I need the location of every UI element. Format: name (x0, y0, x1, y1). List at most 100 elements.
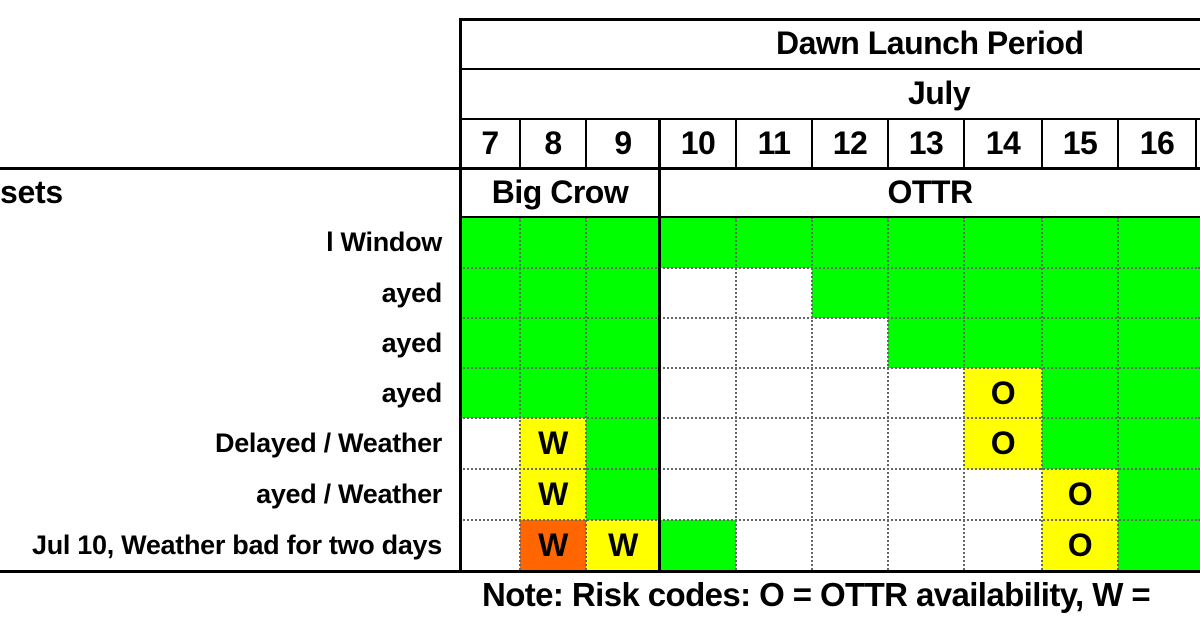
grid-line-vertical (585, 217, 587, 570)
scenario-label: l Window (326, 227, 442, 257)
risk-cell (520, 217, 586, 268)
day-header: 13 (908, 124, 944, 161)
risk-cell (520, 268, 586, 318)
risk-cell: O (964, 368, 1042, 418)
risk-cell (964, 469, 1042, 520)
risk-cell (660, 418, 736, 469)
risk-cell (520, 318, 586, 368)
risk-cell (1118, 318, 1200, 368)
risk-cell (812, 520, 888, 570)
risk-cell (660, 268, 736, 318)
grid-line-horizontal (460, 317, 1200, 319)
grid-line-horizontal (460, 468, 1200, 470)
risk-cell (586, 368, 660, 418)
risk-cell (660, 368, 736, 418)
risk-cell (460, 217, 520, 268)
border-line (585, 118, 587, 168)
grid-line-vertical (811, 217, 813, 570)
risk-cell: W (520, 520, 586, 570)
border-line (0, 570, 1200, 573)
border-line (811, 118, 813, 168)
risk-cell (1042, 268, 1118, 318)
risk-cell (736, 217, 812, 268)
risk-cell (520, 368, 586, 418)
day-header: 10 (680, 124, 716, 161)
risk-cell (460, 318, 520, 368)
grid-line-vertical (519, 217, 521, 570)
border-line (460, 68, 1200, 70)
border-line (963, 118, 965, 168)
risk-cell (586, 217, 660, 268)
risk-cell (460, 368, 520, 418)
period-title: Dawn Launch Period (776, 24, 1084, 61)
risk-cell (964, 217, 1042, 268)
grid-line-horizontal (460, 267, 1200, 269)
grid-line-vertical (1117, 217, 1119, 570)
risk-cell (812, 368, 888, 418)
border-line (735, 118, 737, 168)
risk-cell (1042, 418, 1118, 469)
risk-cell (812, 217, 888, 268)
risk-cell (460, 520, 520, 570)
risk-cell (1118, 418, 1200, 469)
risk-cell (964, 520, 1042, 570)
risk-cell (1042, 318, 1118, 368)
risk-cell: O (964, 418, 1042, 469)
risk-cell (888, 520, 964, 570)
risk-cell (736, 368, 812, 418)
month-label: July (908, 74, 971, 111)
risk-cell (660, 318, 736, 368)
grid-line-vertical (887, 217, 889, 570)
scenario-label: ayed (381, 377, 443, 408)
risk-cell (1118, 520, 1200, 570)
border-line (887, 118, 889, 168)
risk-cell (1118, 368, 1200, 418)
grid-line-vertical (735, 217, 737, 570)
risk-cell (660, 469, 736, 520)
risk-cell (888, 418, 964, 469)
day-header: 14 (985, 124, 1021, 161)
scenario-label: ayed / Weather (256, 479, 442, 509)
risk-cell (736, 318, 812, 368)
risk-cell (736, 418, 812, 469)
risk-cell (812, 318, 888, 368)
border-line (460, 216, 1200, 218)
provider-label: OTTR (887, 174, 973, 210)
risk-cell: O (1042, 469, 1118, 520)
border-line (1041, 118, 1043, 168)
border-line (460, 118, 1200, 120)
risk-cell (1042, 368, 1118, 418)
day-header: 7 (481, 124, 499, 161)
risk-cell (736, 268, 812, 318)
risk-cell (586, 418, 660, 469)
grid-line-horizontal (460, 367, 1200, 369)
scenario-label: ayed (381, 327, 443, 358)
scenario-label: Jul 10, Weather bad for two days (31, 529, 442, 560)
risk-cell (586, 268, 660, 318)
day-header: 16 (1139, 124, 1175, 161)
risk-cell (736, 469, 812, 520)
border-line (460, 18, 1200, 21)
risk-cell: W (520, 469, 586, 520)
scenario-label: Delayed / Weather (215, 428, 442, 458)
border-line (658, 118, 661, 572)
risk-cell (736, 520, 812, 570)
risk-cell: W (520, 418, 586, 469)
risk-cell (888, 318, 964, 368)
risk-cell (460, 469, 520, 520)
risk-cell (812, 469, 888, 520)
row-header-label: sets (0, 174, 63, 210)
border-line (0, 167, 1200, 170)
risk-cell (888, 469, 964, 520)
risk-cell (964, 268, 1042, 318)
border-line (459, 18, 462, 573)
risk-cell (888, 368, 964, 418)
scenario-label: ayed (381, 277, 443, 308)
risk-cell (964, 318, 1042, 368)
border-line (1195, 118, 1197, 168)
risk-cell: W (586, 520, 660, 570)
risk-cell (1118, 268, 1200, 318)
risk-cell (586, 318, 660, 368)
risk-cell: O (1042, 520, 1118, 570)
risk-cell (888, 217, 964, 268)
